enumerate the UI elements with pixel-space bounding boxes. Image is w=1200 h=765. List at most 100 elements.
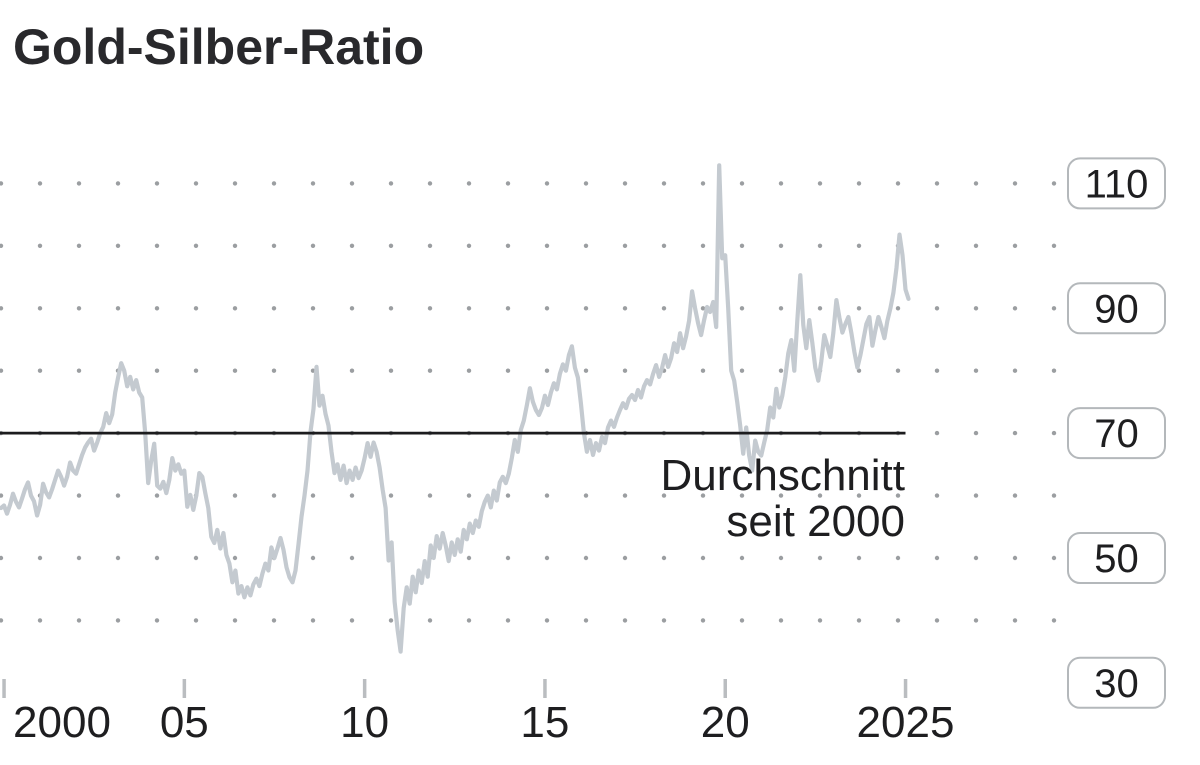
grid-dot xyxy=(310,306,316,311)
grid-dot xyxy=(115,306,121,311)
grid-dot xyxy=(0,181,4,186)
grid-dot xyxy=(310,181,316,186)
x-axis-tick xyxy=(182,679,187,698)
grid-dot xyxy=(661,181,667,186)
grid-dot xyxy=(583,493,589,498)
grid-dot xyxy=(973,243,979,248)
grid-dot xyxy=(115,181,121,186)
y-axis-label-box xyxy=(1067,532,1166,584)
grid-dot xyxy=(661,555,667,561)
grid-dot xyxy=(115,618,121,623)
grid-dot xyxy=(37,243,43,248)
grid-dot xyxy=(700,368,706,373)
grid-dot xyxy=(700,555,706,561)
x-axis-tick xyxy=(543,679,547,698)
grid-dot xyxy=(856,618,862,623)
grid-dot xyxy=(505,493,511,498)
grid-dot xyxy=(895,618,901,623)
grid-dot xyxy=(1012,368,1018,373)
grid-dot xyxy=(661,243,667,248)
x-axis-tick xyxy=(903,679,908,698)
grid-dot xyxy=(388,618,394,623)
grid-dot xyxy=(1012,243,1018,248)
grid-dot xyxy=(505,368,511,373)
grid-dot xyxy=(1051,493,1057,498)
grid-dot xyxy=(76,243,82,248)
grid-dot xyxy=(0,306,4,311)
grid-dot xyxy=(349,555,355,561)
y-axis-label-box xyxy=(1067,282,1166,335)
grid-dot xyxy=(193,243,199,248)
grid-dot xyxy=(817,306,823,311)
grid-dot xyxy=(973,430,979,436)
grid-dot xyxy=(349,618,355,623)
grid-dot xyxy=(0,368,4,373)
grid-dot xyxy=(622,181,628,186)
grid-dot xyxy=(544,555,550,561)
grid-dot xyxy=(154,306,160,311)
grid-dot xyxy=(505,306,511,311)
grid-dot xyxy=(700,618,706,623)
grid-dot xyxy=(0,493,4,498)
y-axis-label: 90 xyxy=(1094,287,1139,331)
grid-dot xyxy=(817,555,823,561)
grid-dot xyxy=(544,306,550,311)
grid-dot xyxy=(466,555,472,561)
grid-dot xyxy=(895,368,901,373)
grid-dot xyxy=(583,306,589,311)
grid-dot xyxy=(427,243,433,248)
grid-dot xyxy=(934,181,940,186)
grid-dot xyxy=(934,618,940,623)
grid-dot xyxy=(37,368,43,373)
grid-dot xyxy=(427,306,433,311)
grid-dot xyxy=(1051,181,1057,186)
grid-dot xyxy=(817,181,823,186)
grid-dot xyxy=(934,306,940,311)
grid-dot xyxy=(1051,555,1057,561)
grid-dot xyxy=(778,555,784,561)
grid-dot xyxy=(427,181,433,186)
grid-dot xyxy=(1051,306,1057,311)
grid-dot xyxy=(310,618,316,623)
grid-dot xyxy=(271,618,277,623)
grid-dot xyxy=(271,368,277,373)
grid-dot xyxy=(388,368,394,373)
grid-dot xyxy=(154,181,160,186)
grid-dot xyxy=(583,618,589,623)
grid-dot xyxy=(622,368,628,373)
grid-dot xyxy=(661,618,667,623)
grid-dot xyxy=(661,306,667,311)
y-axis-label: 110 xyxy=(1085,162,1149,206)
grid-dot xyxy=(973,493,979,498)
grid-dot xyxy=(0,243,4,248)
grid-dot xyxy=(349,306,355,311)
grid-dot xyxy=(349,368,355,373)
grid-dot xyxy=(1051,243,1057,248)
grid-dot xyxy=(817,493,823,498)
grid-dot xyxy=(934,555,940,561)
grid-dot xyxy=(856,555,862,561)
y-axis-label: 70 xyxy=(1094,412,1139,456)
grid-dot xyxy=(388,181,394,186)
grid-dot xyxy=(0,618,4,623)
grid-dot xyxy=(856,306,862,311)
grid-dot xyxy=(622,618,628,623)
grid-dot xyxy=(271,243,277,248)
grid-dot xyxy=(232,368,238,373)
grid-dot xyxy=(76,181,82,186)
grid-dot xyxy=(154,555,160,561)
grid-dot xyxy=(427,493,433,498)
grid-dot xyxy=(778,368,784,373)
grid-dot xyxy=(544,368,550,373)
grid-dot xyxy=(271,493,277,498)
chart-title: Gold-Silber-Ratio xyxy=(13,19,425,75)
grid-dot xyxy=(856,493,862,498)
grid-dot xyxy=(271,181,277,186)
grid-dot xyxy=(37,618,43,623)
grid-dot xyxy=(505,618,511,623)
grid-dot xyxy=(583,368,589,373)
grid-dot xyxy=(622,306,628,311)
grid-dot xyxy=(895,493,901,498)
x-axis-tick xyxy=(723,679,727,698)
